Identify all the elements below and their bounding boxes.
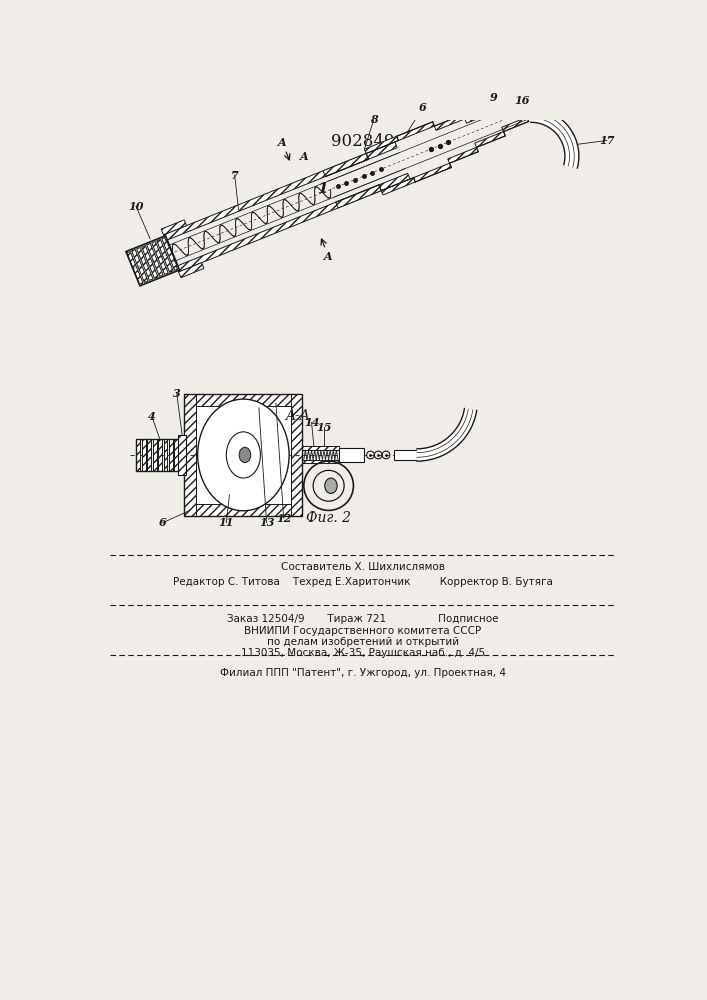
Polygon shape	[175, 439, 178, 471]
Polygon shape	[161, 220, 187, 235]
Polygon shape	[141, 245, 158, 278]
Text: Редактор С. Титова    Техред Е.Харитончик         Корректор В. Бутяга: Редактор С. Титова Техред Е.Харитончик К…	[173, 577, 553, 587]
Text: A: A	[300, 151, 308, 162]
Text: 8: 8	[370, 114, 378, 125]
Polygon shape	[303, 460, 339, 463]
Polygon shape	[394, 450, 417, 460]
Polygon shape	[475, 132, 506, 147]
Polygon shape	[132, 250, 148, 282]
Ellipse shape	[198, 399, 289, 511]
Polygon shape	[163, 142, 397, 241]
Text: 13: 13	[259, 517, 274, 528]
Text: 10: 10	[128, 201, 144, 212]
Polygon shape	[147, 439, 151, 471]
Text: 6: 6	[159, 517, 167, 528]
Polygon shape	[185, 504, 303, 516]
Text: Заказ 12504/9       Тираж 721                Подписное: Заказ 12504/9 Тираж 721 Подписное	[227, 614, 498, 624]
Polygon shape	[397, 122, 434, 141]
Text: 3: 3	[173, 388, 180, 399]
Text: Филиал ППП "Патент", г. Ужгород, ул. Проектная, 4: Филиал ППП "Патент", г. Ужгород, ул. Про…	[220, 668, 506, 678]
Text: 9: 9	[489, 92, 497, 103]
Polygon shape	[496, 101, 522, 116]
Text: Фиг. 2: Фиг. 2	[306, 511, 351, 525]
Text: A: A	[278, 137, 286, 148]
Text: 113035, Москва, Ж-35, Раушская наб., д. 4/5: 113035, Москва, Ж-35, Раушская наб., д. …	[240, 648, 485, 658]
Polygon shape	[196, 406, 291, 504]
Text: A-A: A-A	[285, 409, 310, 423]
Polygon shape	[434, 115, 465, 130]
Polygon shape	[176, 173, 410, 272]
Polygon shape	[163, 439, 168, 471]
Text: 6: 6	[419, 102, 427, 113]
Polygon shape	[323, 154, 368, 177]
Text: 14: 14	[304, 417, 320, 428]
Text: 15: 15	[316, 422, 332, 433]
Polygon shape	[364, 136, 399, 154]
Polygon shape	[158, 439, 162, 471]
Polygon shape	[448, 147, 478, 163]
Text: A: A	[325, 251, 333, 262]
Polygon shape	[136, 439, 140, 471]
Polygon shape	[291, 394, 303, 516]
Text: 7: 7	[230, 170, 238, 181]
Polygon shape	[417, 409, 477, 461]
Ellipse shape	[325, 478, 337, 493]
Text: 902849: 902849	[331, 133, 395, 150]
Polygon shape	[531, 108, 579, 168]
Polygon shape	[152, 241, 168, 274]
Polygon shape	[179, 263, 204, 278]
Polygon shape	[136, 248, 153, 280]
Text: Составитель Х. Шихлислямов: Составитель Х. Шихлислямов	[281, 562, 445, 572]
Polygon shape	[153, 439, 156, 471]
Polygon shape	[465, 107, 496, 123]
Polygon shape	[502, 117, 529, 132]
Polygon shape	[169, 439, 173, 471]
Polygon shape	[185, 394, 303, 406]
Polygon shape	[157, 239, 173, 272]
Text: 12: 12	[276, 513, 291, 524]
Polygon shape	[381, 178, 415, 195]
Polygon shape	[336, 185, 381, 208]
Polygon shape	[162, 237, 178, 270]
Text: 16: 16	[515, 95, 530, 106]
Text: 4: 4	[148, 411, 156, 422]
Polygon shape	[339, 448, 364, 462]
Text: 11: 11	[218, 517, 234, 528]
Polygon shape	[414, 163, 451, 182]
Text: по делам изобретений и открытий: по делам изобретений и открытий	[267, 637, 459, 647]
Polygon shape	[178, 435, 186, 475]
Ellipse shape	[226, 432, 260, 478]
Text: ВНИИПИ Государственного комитета СССР: ВНИИПИ Государственного комитета СССР	[244, 626, 481, 636]
Polygon shape	[127, 252, 143, 284]
Text: 17: 17	[599, 135, 614, 146]
Polygon shape	[185, 394, 196, 516]
Ellipse shape	[239, 447, 251, 463]
Text: 1: 1	[317, 182, 328, 196]
Polygon shape	[147, 243, 163, 276]
Polygon shape	[303, 446, 339, 450]
Polygon shape	[142, 439, 146, 471]
